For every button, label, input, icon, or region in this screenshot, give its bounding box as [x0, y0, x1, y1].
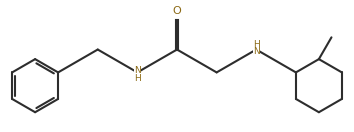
- Text: N
H: N H: [134, 66, 141, 83]
- Text: O: O: [173, 6, 181, 16]
- Text: H: H: [253, 40, 259, 49]
- Text: N: N: [253, 47, 259, 56]
